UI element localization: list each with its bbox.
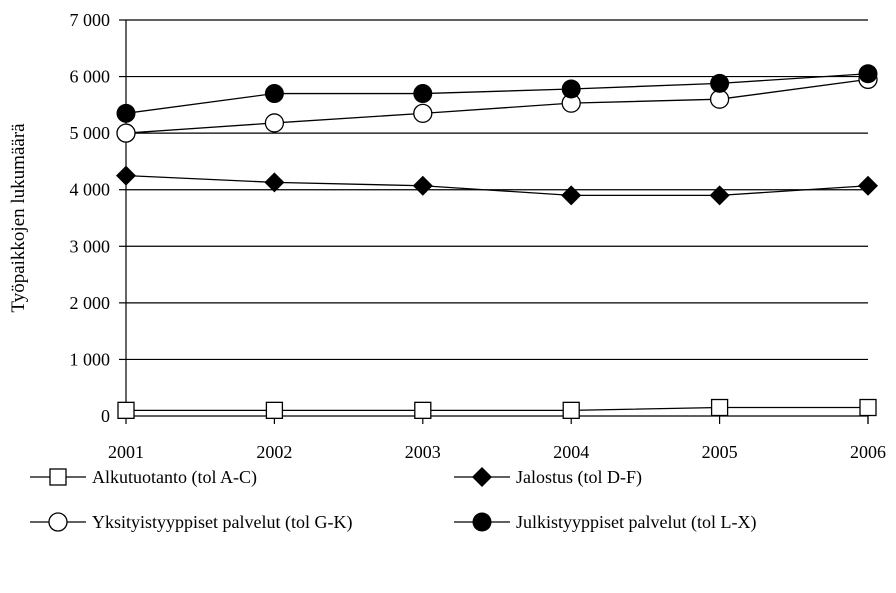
data-point — [859, 398, 877, 417]
data-point — [561, 79, 581, 99]
data-point — [413, 103, 433, 123]
series-2 — [116, 165, 878, 206]
series-line — [125, 174, 869, 197]
data-point — [413, 84, 433, 104]
legend-item: Julkistyyppiset palvelut (tol L-X) — [454, 512, 756, 533]
data-point — [116, 165, 136, 186]
y-tick-label: 6 000 — [70, 67, 111, 87]
data-point — [710, 73, 730, 93]
data-point — [858, 64, 878, 84]
legend-item: Jalostus (tol D-F) — [454, 467, 642, 488]
x-tick-label: 2001 — [108, 442, 144, 462]
gridlines — [126, 19, 868, 361]
y-tick-label: 7 000 — [70, 10, 111, 30]
series-line — [125, 73, 869, 114]
legend-label: Yksityistyyppiset palvelut (tol G-K) — [92, 512, 352, 533]
series-4 — [116, 64, 878, 123]
legend-item: Alkutuotanto (tol A-C) — [30, 467, 257, 488]
data-point — [709, 185, 730, 206]
series-line — [126, 406, 868, 411]
data-point — [264, 84, 284, 104]
y-tick-label: 2 000 — [70, 293, 111, 313]
x-tick-label: 2005 — [702, 442, 738, 462]
legend-label: Alkutuotanto (tol A-C) — [92, 467, 257, 488]
data-point — [117, 401, 135, 419]
series-line — [125, 78, 869, 134]
y-tick-label: 4 000 — [70, 180, 111, 200]
series-group — [116, 64, 878, 419]
data-point — [412, 175, 433, 196]
legend-label: Julkistyyppiset palvelut (tol L-X) — [516, 512, 756, 533]
data-point — [858, 175, 878, 196]
legend-marker — [472, 467, 492, 487]
legend-label: Jalostus (tol D-F) — [516, 467, 642, 488]
x-tick-label: 2002 — [256, 442, 292, 462]
y-axis-label: Työpaikkojen lukumäärä — [8, 123, 29, 313]
legend: Alkutuotanto (tol A-C) Jalostus (tol D-F)… — [30, 467, 756, 533]
x-tick-label: 2004 — [553, 442, 589, 462]
data-point — [264, 172, 285, 193]
x-tick-label: 2006 — [850, 442, 886, 462]
data-point — [264, 113, 285, 133]
y-tick-label: 0 — [101, 406, 110, 426]
data-point — [116, 123, 136, 143]
legend-marker — [48, 512, 68, 532]
legend-marker — [472, 512, 492, 532]
data-point — [710, 398, 729, 417]
y-tick-label: 5 000 — [70, 123, 111, 143]
y-tick-label: 1 000 — [70, 349, 111, 369]
legend-marker — [49, 468, 67, 486]
y-tick-label: 3 000 — [70, 236, 111, 256]
data-point — [709, 89, 730, 109]
y-axis-ticks: 0 1 000 2 000 3 000 4 000 5 000 6 000 7 000 — [70, 10, 126, 426]
data-point — [562, 401, 580, 419]
data-point — [561, 185, 582, 206]
x-axis-ticks: 2001 2002 2003 2004 2005 2006 — [108, 416, 886, 462]
data-point — [414, 401, 432, 419]
legend-item: Yksityistyyppiset palvelut (tol G-K) — [30, 512, 352, 533]
series-1 — [117, 398, 877, 419]
x-tick-label: 2003 — [405, 442, 441, 462]
data-point — [265, 401, 284, 419]
data-point — [116, 103, 136, 123]
